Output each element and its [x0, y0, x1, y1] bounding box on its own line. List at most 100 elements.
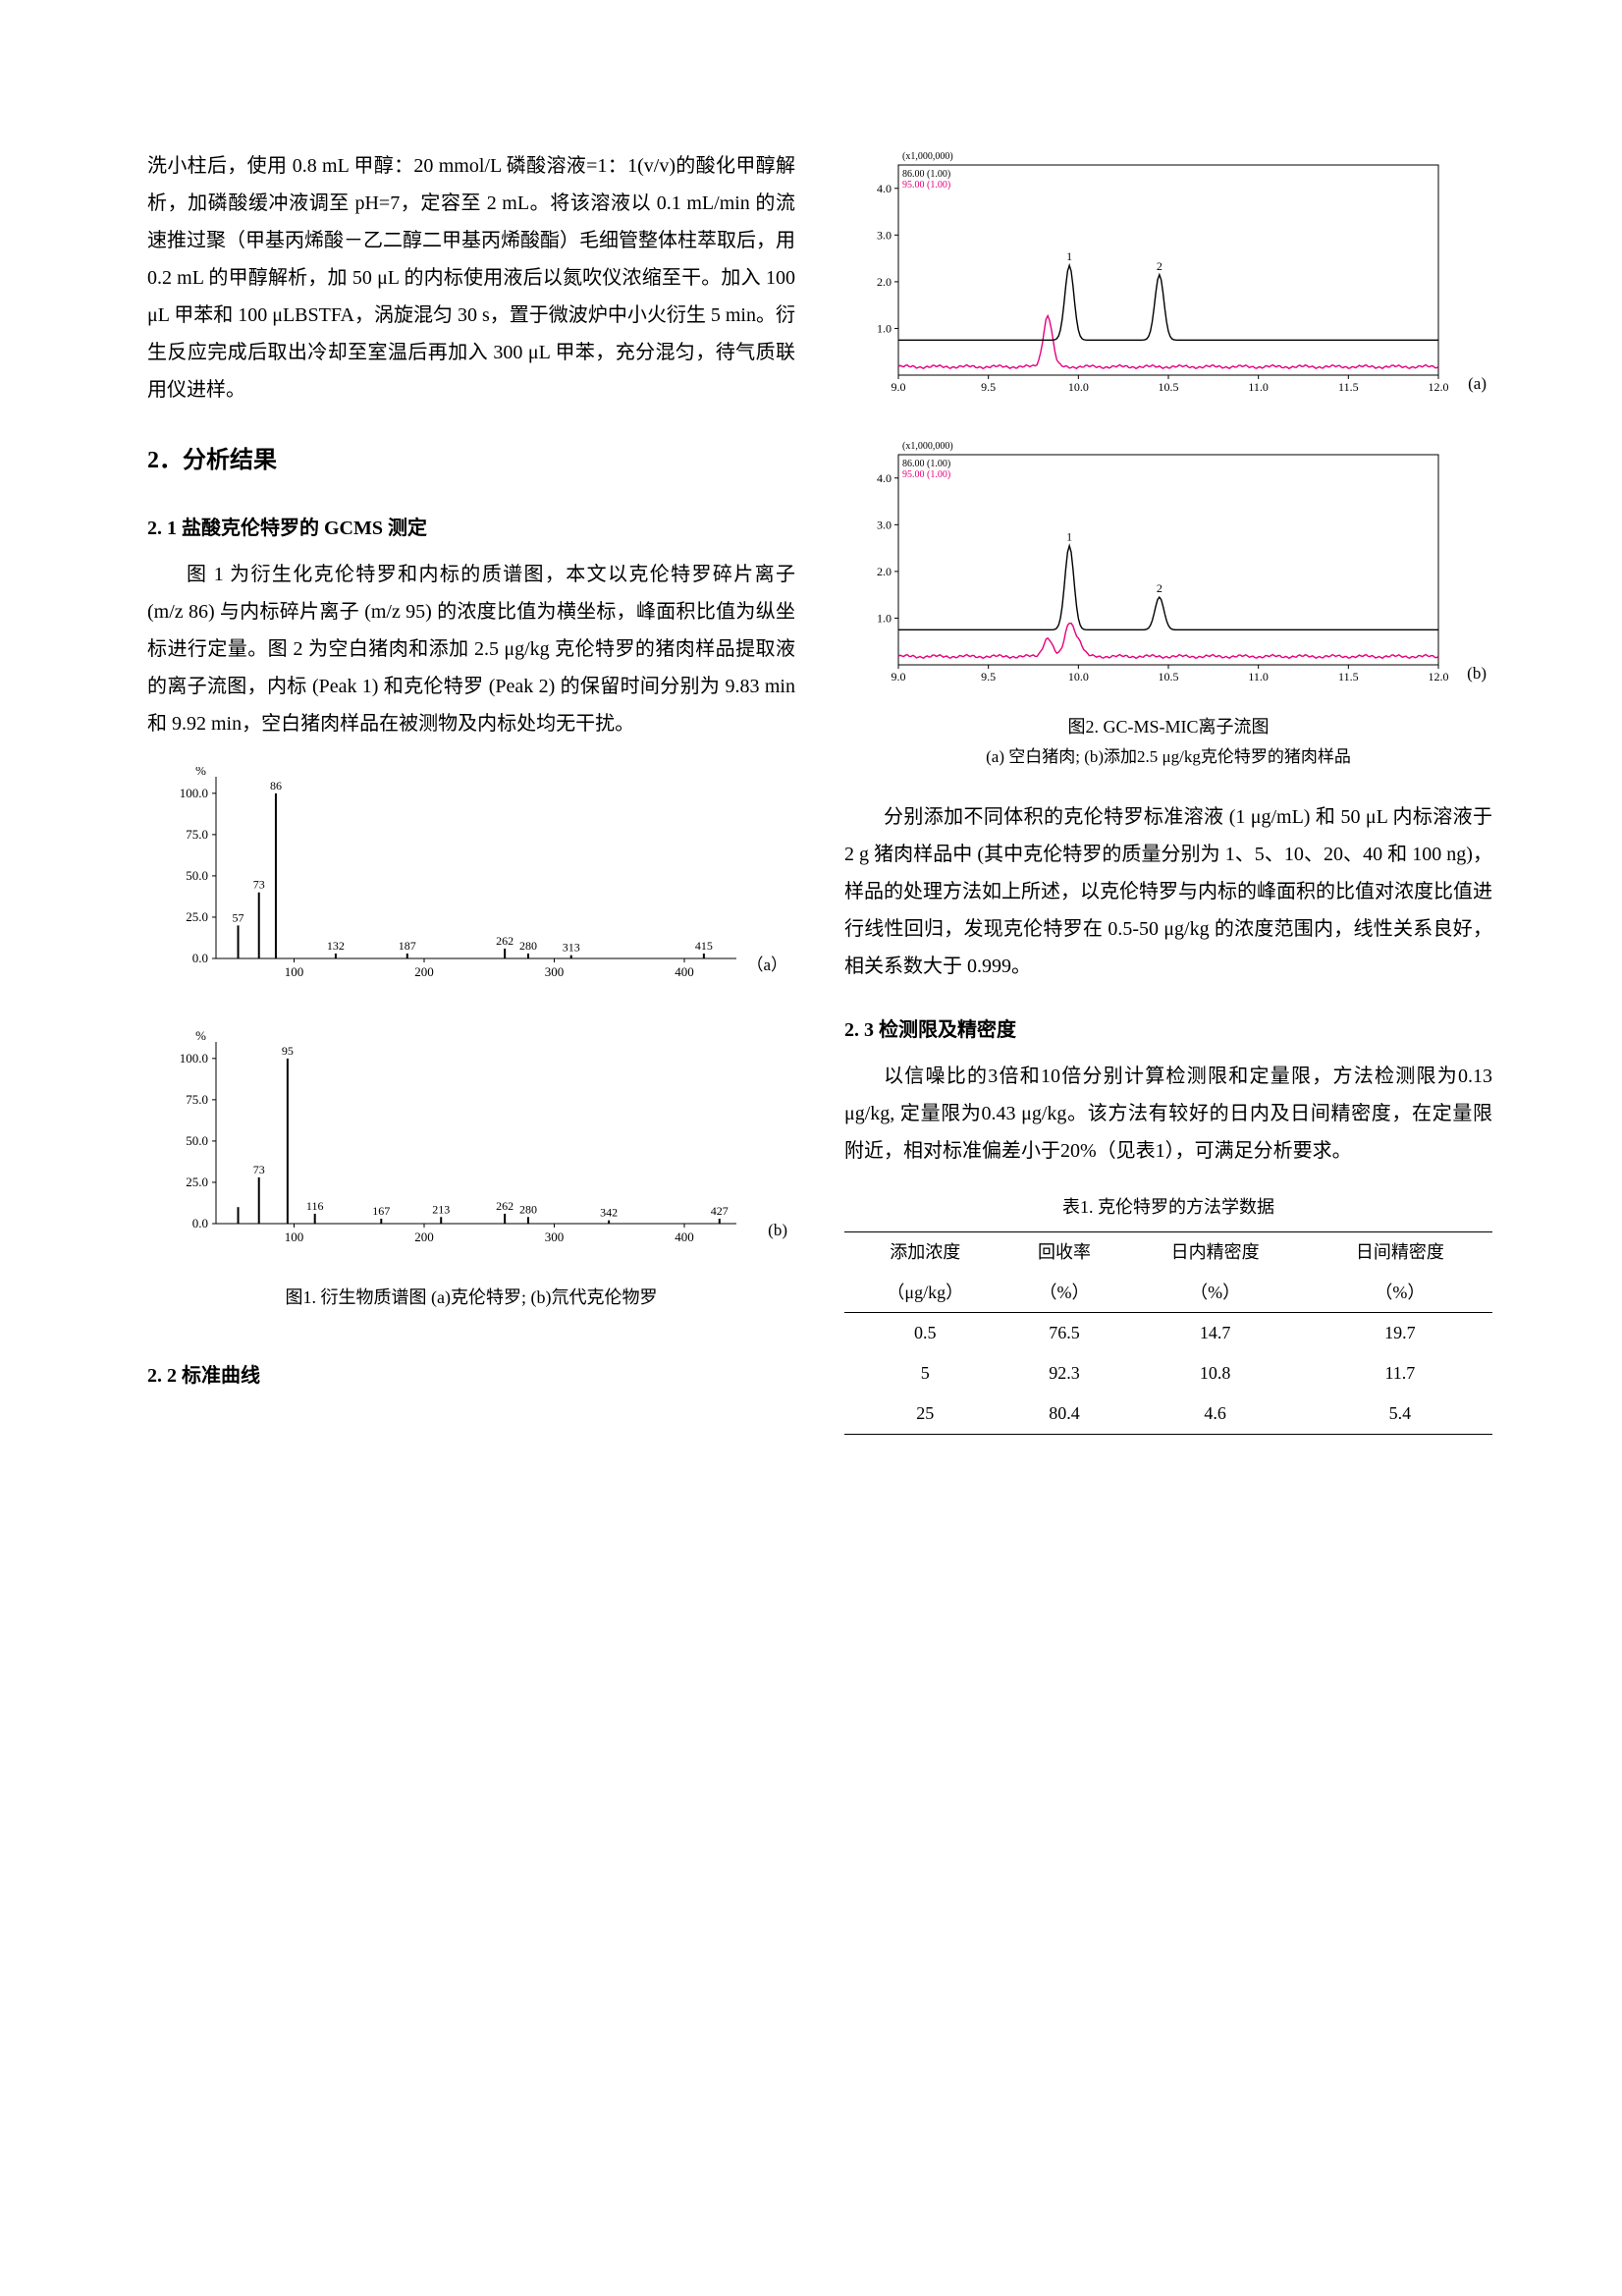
svg-text:10.5: 10.5 [1159, 670, 1179, 683]
table-cell: 92.3 [1006, 1353, 1123, 1394]
svg-text:%: % [195, 767, 206, 778]
table-header: 日间精密度 [1308, 1231, 1492, 1272]
figure-2-svg: 1.0 2.0 3.0 4.0 9.0 9.5 10.0 10.5 11.0 11.5 12.0 (x… [844, 147, 1492, 707]
svg-text:2.0: 2.0 [877, 565, 892, 578]
table-row: 0.576.514.719.7 [844, 1313, 1492, 1353]
section-2-3-paragraph: 以信噪比的3倍和10倍分别计算检测限和定量限，方法检测限为0.13 μg/kg,… [844, 1058, 1492, 1170]
svg-text:200: 200 [414, 1230, 434, 1244]
section-2-3-heading: 2. 3 检测限及精密度 [844, 1014, 1492, 1046]
svg-text:116: 116 [306, 1199, 324, 1213]
section-2-heading: 2．分析结果 [147, 442, 795, 479]
svg-text:100: 100 [285, 964, 304, 979]
svg-text:342: 342 [600, 1206, 618, 1220]
figure-2-subcaption: (a) 空白猪肉; (b)添加2.5 μg/kg克伦特罗的猪肉样品 [844, 743, 1492, 770]
svg-text:(b): (b) [768, 1221, 787, 1239]
svg-text:1.0: 1.0 [877, 321, 892, 335]
svg-text:132: 132 [327, 939, 345, 953]
svg-text:0.0: 0.0 [192, 1216, 208, 1230]
table-cell: 25 [844, 1394, 1006, 1434]
svg-text:400: 400 [675, 1230, 694, 1244]
svg-text:9.0: 9.0 [892, 380, 906, 394]
svg-text:95.00 (1.00): 95.00 (1.00) [902, 180, 950, 191]
figure-2: 1.0 2.0 3.0 4.0 9.0 9.5 10.0 10.5 11.0 11.5 12.0 (x… [844, 147, 1492, 784]
svg-text:%: % [195, 1028, 206, 1043]
page: 洗小柱后，使用 0.8 mL 甲醇：20 mmol/L 磷酸溶液=1：1(v/v… [0, 0, 1622, 2296]
svg-text:100: 100 [285, 1230, 304, 1244]
svg-text:280: 280 [519, 1203, 537, 1217]
svg-text:167: 167 [372, 1204, 390, 1218]
table-cell: 10.8 [1123, 1353, 1308, 1394]
table-header: 日内精密度 [1123, 1231, 1308, 1272]
table-cell: 5.4 [1308, 1394, 1492, 1434]
svg-text:300: 300 [545, 1230, 565, 1244]
svg-text:262: 262 [496, 934, 514, 948]
section-2-1-paragraph: 图 1 为衍生化克伦特罗和内标的质谱图，本文以克伦特罗碎片离子 (m/z 86)… [147, 556, 795, 742]
right-column: 1.02.03.04.09.09.510.010.511.011.512.0(x… [844, 147, 1492, 2178]
svg-text:12.0: 12.0 [1429, 380, 1449, 394]
svg-text:100.0: 100.0 [180, 1051, 208, 1066]
table-cell: 4.6 [1123, 1394, 1308, 1434]
svg-text:75.0: 75.0 [186, 827, 208, 842]
svg-text:427: 427 [711, 1204, 729, 1218]
table-header-unit: （%） [1308, 1273, 1492, 1313]
svg-text:9.5: 9.5 [981, 670, 996, 683]
svg-text:(a): (a) [1468, 374, 1487, 393]
svg-text:12.0: 12.0 [1429, 670, 1449, 683]
svg-text:11.0: 11.0 [1248, 670, 1269, 683]
table-header-unit: （%） [1006, 1273, 1123, 1313]
table-1-head: 添加浓度回收率日内精密度日间精密度 （μg/kg）（%）（%）（%） [844, 1231, 1492, 1313]
figure-1-caption: 图1. 衍生物质谱图 (a)克伦特罗; (b)氘代克伦物罗 [147, 1284, 795, 1312]
svg-text:9.5: 9.5 [981, 380, 996, 394]
table-header: 回收率 [1006, 1231, 1123, 1272]
svg-text:11.5: 11.5 [1338, 380, 1359, 394]
svg-text:4.0: 4.0 [877, 182, 892, 195]
svg-text:25.0: 25.0 [186, 909, 208, 924]
figure-1-svg: % 0.0 25.0 50.0 75.0 100.0 100 200 300 400 57 73 86 1… [147, 767, 795, 1278]
table-row: 592.310.811.7 [844, 1353, 1492, 1394]
svg-text:9.0: 9.0 [892, 670, 906, 683]
table-1-body: 0.576.514.719.7592.310.811.72580.44.65.4 [844, 1313, 1492, 1434]
svg-text:200: 200 [414, 964, 434, 979]
figure-1: % 0.0 25.0 50.0 75.0 100.0 100 200 300 400 57 73 86 1… [147, 767, 795, 1326]
svg-text:2: 2 [1157, 259, 1162, 273]
svg-text:25.0: 25.0 [186, 1175, 208, 1189]
svg-text:4.0: 4.0 [877, 471, 892, 485]
two-column-layout: 洗小柱后，使用 0.8 mL 甲醇：20 mmol/L 磷酸溶液=1：1(v/v… [147, 147, 1475, 2178]
section-2-2-paragraph: 分别添加不同体积的克伦特罗标准溶液 (1 μg/mL) 和 50 μL 内标溶液… [844, 798, 1492, 985]
svg-text:300: 300 [545, 964, 565, 979]
svg-text:86.00 (1.00): 86.00 (1.00) [902, 459, 950, 469]
svg-text:187: 187 [399, 939, 416, 953]
svg-text:2: 2 [1157, 581, 1162, 595]
svg-text:0.0: 0.0 [192, 951, 208, 965]
svg-text:280: 280 [519, 939, 537, 953]
svg-text:50.0: 50.0 [186, 1133, 208, 1148]
svg-text:3.0: 3.0 [877, 518, 892, 531]
svg-text:10.0: 10.0 [1068, 380, 1089, 394]
table-cell: 19.7 [1308, 1313, 1492, 1353]
table-1-title: 表1. 克伦特罗的方法学数据 [844, 1193, 1492, 1222]
svg-text:415: 415 [695, 939, 713, 953]
left-column: 洗小柱后，使用 0.8 mL 甲醇：20 mmol/L 磷酸溶液=1：1(v/v… [147, 147, 795, 2178]
svg-text:400: 400 [675, 964, 694, 979]
table-header: 添加浓度 [844, 1231, 1006, 1272]
table-cell: 11.7 [1308, 1353, 1492, 1394]
svg-text:95: 95 [282, 1044, 294, 1058]
svg-text:(x1,000,000): (x1,000,000) [902, 151, 953, 162]
svg-text:73: 73 [253, 878, 265, 892]
svg-text:86: 86 [270, 779, 282, 793]
table-header-unit: （%） [1123, 1273, 1308, 1313]
svg-text:213: 213 [432, 1203, 450, 1217]
table-cell: 0.5 [844, 1313, 1006, 1353]
svg-text:313: 313 [563, 941, 580, 955]
svg-text:86.00 (1.00): 86.00 (1.00) [902, 169, 950, 180]
svg-text:11.0: 11.0 [1248, 380, 1269, 394]
svg-text:50.0: 50.0 [186, 868, 208, 883]
svg-text:(b): (b) [1467, 664, 1487, 683]
svg-text:57: 57 [233, 911, 244, 925]
svg-text:73: 73 [253, 1163, 265, 1176]
svg-text:(x1,000,000): (x1,000,000) [902, 441, 953, 452]
table-cell: 14.7 [1123, 1313, 1308, 1353]
svg-text:100.0: 100.0 [180, 786, 208, 800]
section-2-2-heading: 2. 2 标准曲线 [147, 1360, 795, 1392]
svg-text:1: 1 [1066, 530, 1072, 544]
